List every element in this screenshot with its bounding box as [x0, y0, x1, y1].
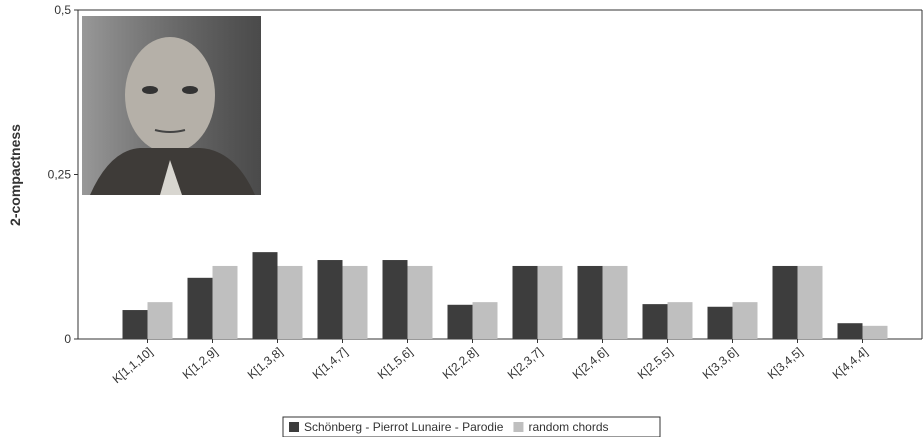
x-tick-label: K[2,4,6]	[570, 345, 611, 382]
bar	[602, 265, 628, 339]
portrait	[82, 16, 261, 195]
legend-label: random chords	[528, 420, 608, 434]
x-tick-label: K[3,3,6]	[700, 345, 741, 382]
x-tick-label: K[2,2,8]	[440, 345, 481, 382]
legend-swatch	[289, 422, 299, 432]
x-tick-label: K[3,4,5]	[765, 345, 806, 382]
bar	[732, 302, 758, 339]
bar	[577, 265, 603, 339]
bar	[667, 302, 693, 339]
bar	[772, 265, 798, 339]
x-tick-label: K[1,5,6]	[375, 345, 416, 382]
bar	[447, 304, 473, 339]
bar	[382, 260, 408, 339]
bar	[642, 304, 668, 339]
bar	[252, 252, 278, 339]
x-tick-label: K[1,3,8]	[245, 345, 286, 382]
bar	[317, 260, 343, 339]
bar	[407, 265, 433, 339]
y-tick-label: 0,25	[48, 168, 72, 182]
legend	[282, 416, 661, 437]
bar	[537, 265, 563, 339]
bar	[147, 302, 173, 339]
y-axis-label: 2-compactness	[7, 124, 23, 226]
bar	[187, 277, 213, 339]
bar	[707, 306, 733, 339]
bar	[122, 310, 148, 339]
bar	[512, 265, 538, 339]
bar	[342, 265, 368, 339]
x-tick-label: K[1,4,7]	[310, 345, 351, 382]
bar	[862, 325, 888, 339]
bar	[797, 265, 823, 339]
x-tick-label: K[2,5,5]	[635, 345, 676, 382]
bar	[472, 302, 498, 339]
bar	[837, 323, 863, 339]
y-tick-label: 0,5	[54, 3, 71, 17]
legend-label: Schönberg - Pierrot Lunaire - Parodie	[304, 420, 504, 434]
x-tick-label: K[1,2,9]	[180, 345, 221, 382]
bar	[277, 265, 303, 339]
x-tick-label: K[4,4,4]	[830, 345, 871, 382]
x-tick-label: K[1,1,10]	[110, 345, 156, 387]
bar	[212, 265, 238, 339]
y-tick-label: 0	[64, 332, 71, 346]
legend-swatch	[513, 422, 524, 432]
x-tick-label: K[2,3,7]	[505, 345, 546, 382]
